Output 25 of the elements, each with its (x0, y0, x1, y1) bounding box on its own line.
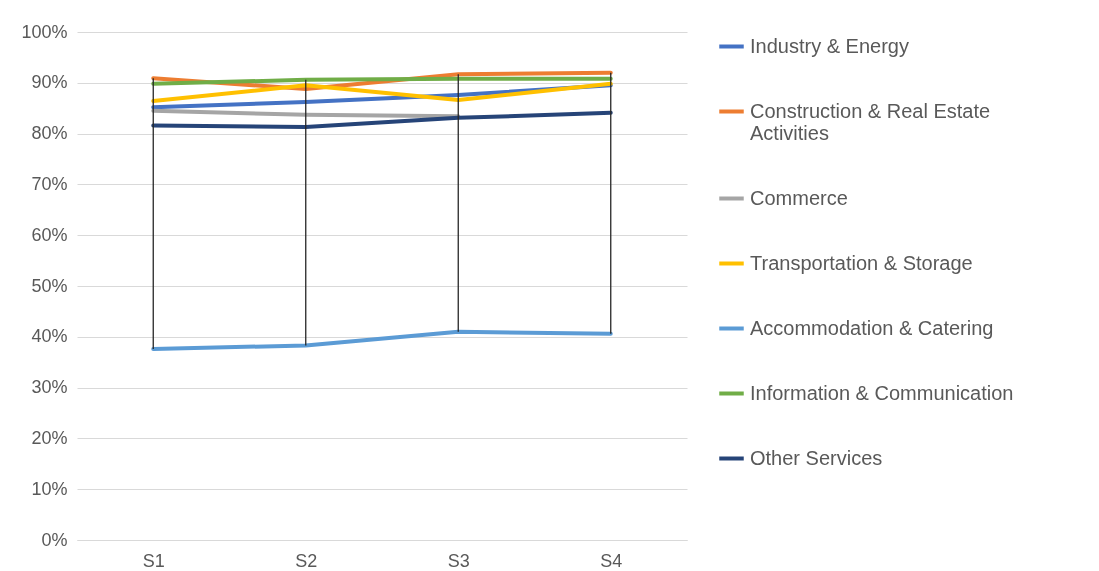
legend-label: Industry & Energy (750, 34, 909, 57)
legend-label: Transportation & Storage (750, 251, 973, 274)
y-tick-label: 40% (31, 326, 68, 347)
y-tick-label: 0% (41, 529, 68, 550)
y-tick-label: 60% (31, 224, 68, 245)
x-tick-label: S4 (600, 550, 623, 571)
x-tick-label: S2 (295, 550, 318, 571)
y-tick-label: 10% (31, 478, 68, 499)
legend-label: Information & Communication (750, 381, 1014, 404)
legend-label: Other Services (750, 446, 883, 469)
x-tick-label: S1 (142, 550, 165, 571)
legend-label: Commerce (750, 186, 848, 209)
legend-label: Accommodation & Catering (750, 316, 994, 339)
y-tick-label: 100% (21, 21, 68, 42)
legend-label: Construction & Real Estate Activities (750, 99, 991, 144)
y-tick-label: 80% (31, 123, 68, 144)
y-tick-label: 70% (31, 173, 68, 194)
y-tick-label: 50% (31, 275, 68, 296)
line-series (151, 110, 613, 129)
line-series (151, 329, 613, 351)
line-series (151, 81, 613, 104)
x-tick-label: S3 (447, 550, 470, 571)
y-tick-label: 30% (31, 377, 68, 398)
y-tick-label: 90% (31, 72, 68, 93)
y-tick-label: 20% (31, 427, 68, 448)
